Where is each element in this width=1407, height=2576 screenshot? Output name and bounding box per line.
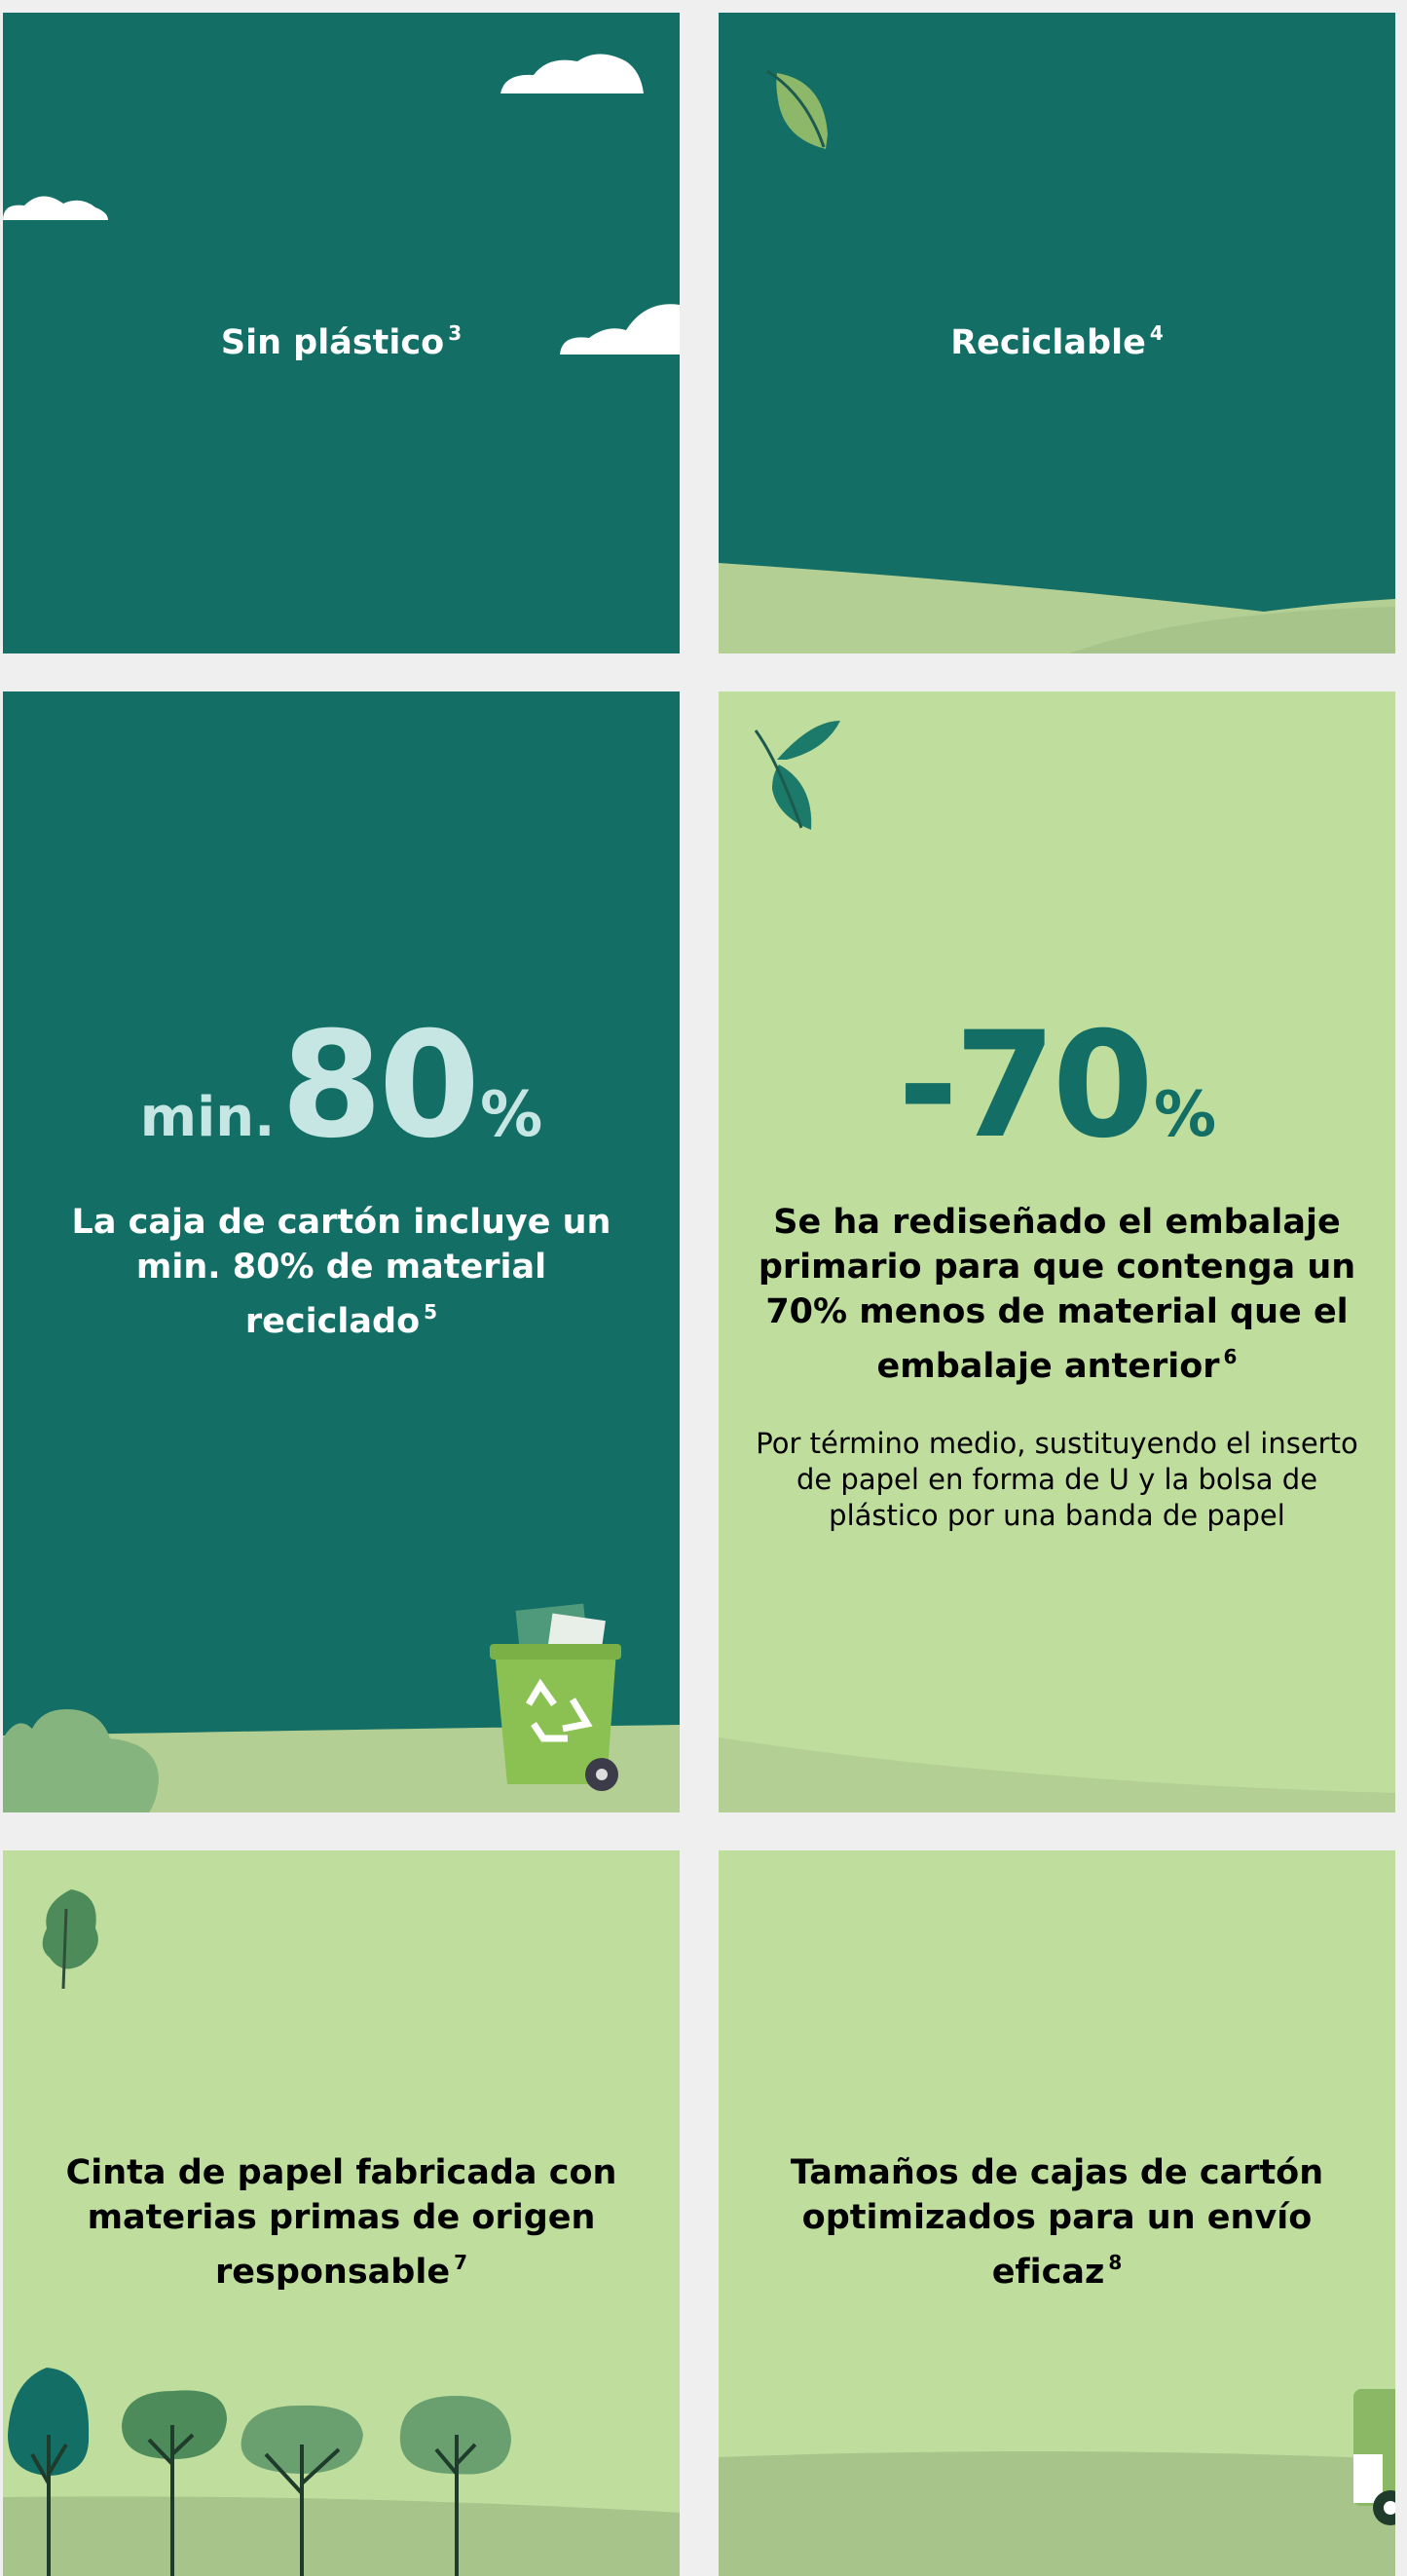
page: {"cards": [ {"title": "Sin plástico", "n… <box>0 0 1407 2576</box>
card: Cinta de papel fabricada con materias pr… <box>3 1850 680 2576</box>
title: La caja de cartón incluye un min. 80% de… <box>72 1203 611 1341</box>
figure-prefix: min. <box>140 1086 276 1149</box>
card-title: Se ha rediseñado el embalaje primario pa… <box>748 1200 1366 1389</box>
figure-unit: % <box>480 1079 542 1151</box>
card: -70% Se ha rediseñado el embalaje primar… <box>719 691 1395 1812</box>
figure: -70 <box>898 1001 1150 1171</box>
footnote: 3 <box>448 321 462 345</box>
figure: 80 <box>280 1001 476 1171</box>
footnote: 8 <box>1108 2251 1122 2274</box>
card: min.80% La caja de cartón incluye un min… <box>3 691 680 1812</box>
page-body: Sin plástico3 Reciclable4 min.80% La caj… <box>0 0 1407 2576</box>
footnote: 6 <box>1224 1345 1238 1368</box>
key-figure: -70% <box>748 1013 1366 1159</box>
title: Reciclable <box>950 323 1146 362</box>
card: Tamaños de cajas de cartón optimizados p… <box>719 1850 1395 2576</box>
footnote: 7 <box>454 2251 467 2274</box>
title: Sin plástico <box>221 323 444 362</box>
card-title: Cinta de papel fabricada con materias pr… <box>32 2150 650 2295</box>
footnote: 4 <box>1150 321 1164 345</box>
footnote: 5 <box>424 1300 437 1324</box>
key-figure: min.80% <box>32 1013 650 1159</box>
title: Cinta de papel fabricada con materias pr… <box>66 2153 617 2292</box>
card-body: Por término medio, sustituyendo el inser… <box>748 1426 1366 1534</box>
title: Se ha rediseñado el embalaje primario pa… <box>759 1203 1355 1386</box>
figure-unit: % <box>1154 1079 1216 1151</box>
title: Tamaños de cajas de cartón optimizados p… <box>791 2153 1323 2292</box>
card-title: La caja de cartón incluye un min. 80% de… <box>32 1200 650 1344</box>
card-title: Tamaños de cajas de cartón optimizados p… <box>748 2150 1366 2295</box>
